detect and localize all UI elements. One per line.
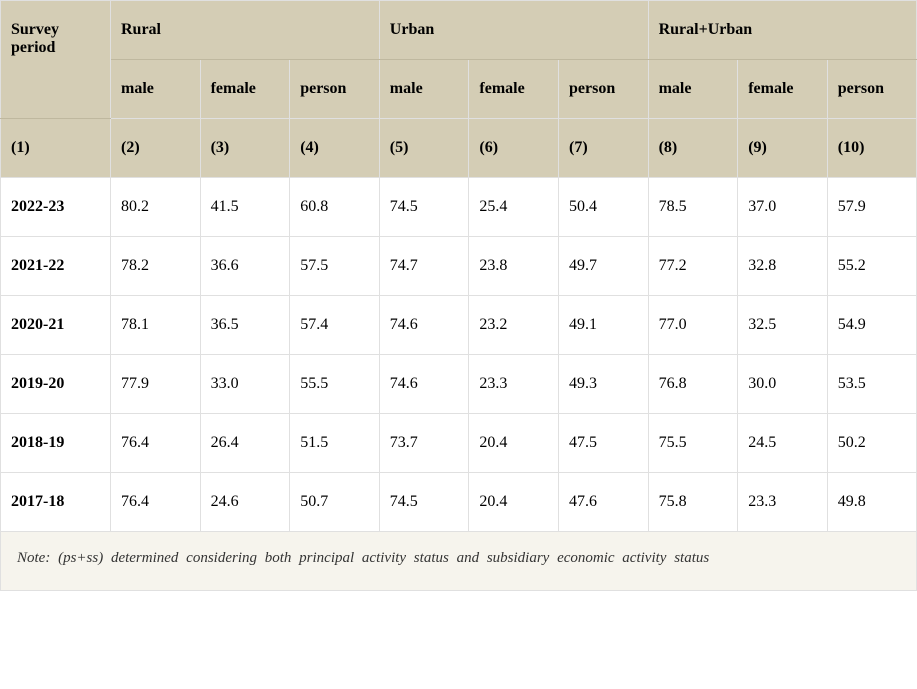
data-cell: 23.3	[738, 473, 828, 532]
data-cell: 49.8	[827, 473, 917, 532]
data-cell: 50.7	[290, 473, 380, 532]
data-cell: 41.5	[200, 178, 290, 237]
table-row: 2017-1876.424.650.774.520.447.675.823.34…	[1, 473, 917, 532]
data-cell: 20.4	[469, 414, 559, 473]
data-cell: 53.5	[827, 355, 917, 414]
col-sub-all-male: male	[648, 60, 738, 119]
table-row: 2022-2380.241.560.874.525.450.478.537.05…	[1, 178, 917, 237]
col-group-urban: Urban	[379, 1, 648, 60]
data-table: Survey period Rural Urban Rural+Urban ma…	[0, 0, 917, 591]
col-sub-urban-person: person	[558, 60, 648, 119]
data-cell: 24.6	[200, 473, 290, 532]
data-cell: 55.2	[827, 237, 917, 296]
data-cell: 49.3	[558, 355, 648, 414]
col-sub-rural-male: male	[111, 60, 201, 119]
col-index-5: (5)	[379, 119, 469, 178]
data-cell: 26.4	[200, 414, 290, 473]
data-cell: 33.0	[200, 355, 290, 414]
row-period: 2022-23	[1, 178, 111, 237]
col-sub-rural-person: person	[290, 60, 380, 119]
row-period: 2020-21	[1, 296, 111, 355]
data-cell: 36.5	[200, 296, 290, 355]
col-group-rural-urban: Rural+Urban	[648, 1, 917, 60]
data-cell: 74.7	[379, 237, 469, 296]
table-row: 2018-1976.426.451.573.720.447.575.524.55…	[1, 414, 917, 473]
col-index-10: (10)	[827, 119, 917, 178]
data-cell: 23.8	[469, 237, 559, 296]
data-cell: 57.9	[827, 178, 917, 237]
data-cell: 76.4	[111, 473, 201, 532]
data-cell: 60.8	[290, 178, 380, 237]
data-cell: 37.0	[738, 178, 828, 237]
table-row: 2019-2077.933.055.574.623.349.376.830.05…	[1, 355, 917, 414]
data-cell: 49.7	[558, 237, 648, 296]
data-cell: 55.5	[290, 355, 380, 414]
col-index-9: (9)	[738, 119, 828, 178]
data-cell: 25.4	[469, 178, 559, 237]
data-cell: 75.5	[648, 414, 738, 473]
col-index-7: (7)	[558, 119, 648, 178]
data-cell: 77.9	[111, 355, 201, 414]
data-cell: 47.5	[558, 414, 648, 473]
data-cell: 20.4	[469, 473, 559, 532]
row-period: 2018-19	[1, 414, 111, 473]
row-period: 2017-18	[1, 473, 111, 532]
row-period: 2021-22	[1, 237, 111, 296]
data-cell: 23.3	[469, 355, 559, 414]
data-cell: 78.2	[111, 237, 201, 296]
data-cell: 76.8	[648, 355, 738, 414]
data-cell: 74.5	[379, 178, 469, 237]
col-header-survey-period: Survey period	[1, 1, 111, 119]
row-period: 2019-20	[1, 355, 111, 414]
data-cell: 74.5	[379, 473, 469, 532]
col-sub-all-female: female	[738, 60, 828, 119]
col-index-2: (2)	[111, 119, 201, 178]
data-cell: 77.2	[648, 237, 738, 296]
data-cell: 78.1	[111, 296, 201, 355]
data-cell: 30.0	[738, 355, 828, 414]
data-cell: 32.5	[738, 296, 828, 355]
col-sub-urban-female: female	[469, 60, 559, 119]
data-cell: 73.7	[379, 414, 469, 473]
data-cell: 36.6	[200, 237, 290, 296]
data-cell: 57.5	[290, 237, 380, 296]
table-body: 2022-2380.241.560.874.525.450.478.537.05…	[1, 178, 917, 532]
data-cell: 32.8	[738, 237, 828, 296]
data-cell: 74.6	[379, 355, 469, 414]
data-cell: 75.8	[648, 473, 738, 532]
data-cell: 76.4	[111, 414, 201, 473]
col-sub-urban-male: male	[379, 60, 469, 119]
col-index-8: (8)	[648, 119, 738, 178]
data-cell: 54.9	[827, 296, 917, 355]
data-cell: 78.5	[648, 178, 738, 237]
col-index-4: (4)	[290, 119, 380, 178]
data-cell: 80.2	[111, 178, 201, 237]
data-cell: 49.1	[558, 296, 648, 355]
col-index-1: (1)	[1, 119, 111, 178]
table-row: 2020-2178.136.557.474.623.249.177.032.55…	[1, 296, 917, 355]
data-cell: 57.4	[290, 296, 380, 355]
col-index-3: (3)	[200, 119, 290, 178]
data-cell: 50.2	[827, 414, 917, 473]
data-cell: 51.5	[290, 414, 380, 473]
col-index-6: (6)	[469, 119, 559, 178]
table-row: 2021-2278.236.657.574.723.849.777.232.85…	[1, 237, 917, 296]
col-group-rural: Rural	[111, 1, 380, 60]
data-cell: 77.0	[648, 296, 738, 355]
data-cell: 23.2	[469, 296, 559, 355]
data-cell: 47.6	[558, 473, 648, 532]
data-cell: 74.6	[379, 296, 469, 355]
col-sub-rural-female: female	[200, 60, 290, 119]
data-cell: 24.5	[738, 414, 828, 473]
data-cell: 50.4	[558, 178, 648, 237]
col-sub-all-person: person	[827, 60, 917, 119]
table-footnote: Note: (ps+ss) determined considering bot…	[1, 532, 917, 591]
